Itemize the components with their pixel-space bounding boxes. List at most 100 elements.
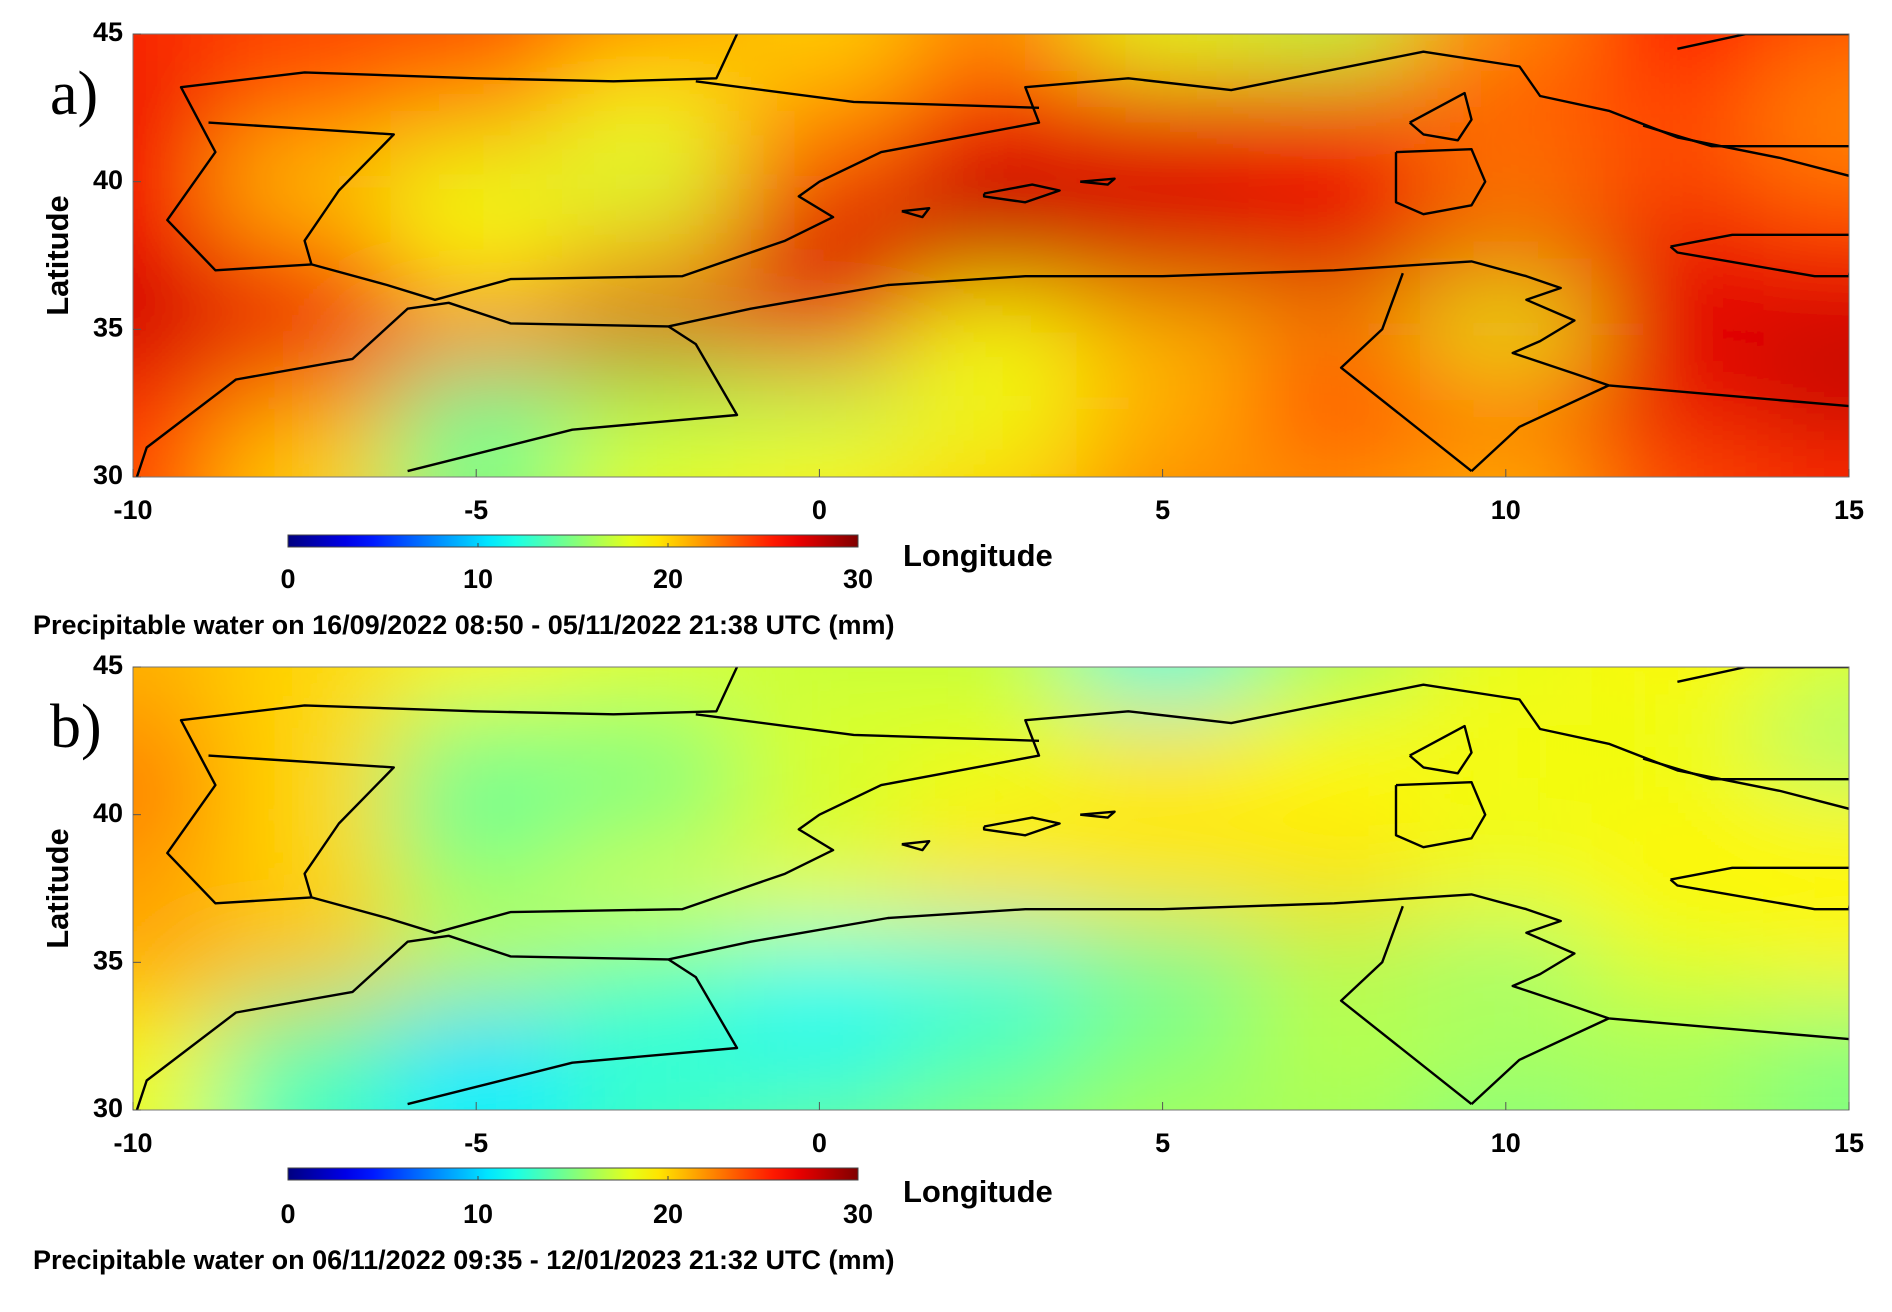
cell	[1248, 777, 1420, 852]
coastline	[208, 121, 395, 265]
cell	[1248, 34, 1420, 71]
cell	[218, 667, 391, 704]
cell	[1591, 34, 1764, 71]
coastline	[166, 667, 1849, 934]
cell	[1591, 144, 1764, 219]
cell	[133, 70, 219, 145]
x-axis-label: Longitude	[903, 538, 1053, 573]
cell	[1076, 925, 1249, 1000]
coastline	[695, 713, 1040, 742]
cell	[390, 999, 562, 1074]
cell	[390, 777, 562, 852]
y-tick-label: 45	[93, 650, 123, 680]
y-tick-label: 30	[93, 460, 123, 490]
cell	[905, 777, 1077, 852]
panel-label: b)	[50, 693, 102, 761]
cell	[905, 999, 1077, 1074]
cell	[562, 144, 734, 219]
cell	[1248, 851, 1420, 926]
cell	[218, 292, 391, 367]
panel: -10 -5 0 5 10 15 30 35 40 45 a) Latitude Longitude 0 1…	[33, 17, 1864, 640]
coastline	[1669, 233, 1849, 278]
x-tick-label: 10	[1491, 495, 1521, 525]
cell	[1420, 292, 1592, 367]
field-cells	[133, 667, 1849, 1110]
cell	[905, 292, 1077, 367]
cell	[733, 34, 906, 71]
cell	[733, 925, 906, 1000]
cell	[1076, 144, 1249, 219]
cell	[218, 1073, 391, 1110]
cell	[1076, 777, 1249, 852]
cell	[1763, 292, 1849, 367]
y-tick-label: 35	[93, 945, 123, 975]
coastline	[1080, 810, 1116, 819]
cell	[218, 851, 391, 926]
cell	[1763, 70, 1849, 145]
coastline	[1394, 148, 1487, 216]
cell	[1248, 703, 1420, 778]
cell	[1420, 366, 1592, 441]
cell	[218, 925, 391, 1000]
cell	[390, 218, 562, 293]
coastline	[901, 207, 931, 219]
cell	[1591, 851, 1764, 926]
cell	[1763, 777, 1849, 852]
cell	[562, 218, 734, 293]
cell	[133, 667, 219, 704]
colorbar-label: Precipitable water on 16/09/2022 08:50 -…	[33, 610, 894, 640]
cell	[733, 851, 906, 926]
cell	[562, 925, 734, 1000]
cell	[1248, 292, 1420, 367]
coastline	[1470, 384, 1610, 472]
coastline	[166, 34, 1849, 301]
coastline	[901, 840, 931, 852]
x-tick-label: 15	[1834, 495, 1864, 525]
y-axis-label: Latitude	[40, 828, 75, 949]
cell	[562, 34, 734, 71]
colorbar-tick-label: 30	[843, 564, 873, 594]
y-tick-label: 40	[93, 798, 123, 828]
x-tick-label: 10	[1491, 1128, 1521, 1158]
y-tick-label: 40	[93, 165, 123, 195]
cell	[1420, 777, 1592, 852]
cell	[1763, 667, 1849, 704]
cell	[1763, 440, 1849, 477]
coastline	[982, 183, 1061, 204]
cell	[1591, 218, 1764, 293]
cell	[1420, 144, 1592, 219]
cell	[1420, 218, 1592, 293]
cell	[1248, 218, 1420, 293]
cell	[1591, 366, 1764, 441]
cell	[133, 366, 219, 441]
coastlines	[135, 667, 1849, 1110]
cell	[133, 703, 219, 778]
cell	[1763, 34, 1849, 71]
cell	[390, 667, 562, 704]
panel: -10 -5 0 5 10 15 30 35 40 45 b) Latitude Longitude 0 1…	[33, 650, 1864, 1275]
x-tick-label: -5	[464, 1128, 488, 1158]
coastline	[1677, 667, 1849, 683]
coastlines	[135, 34, 1849, 477]
cell	[1248, 667, 1420, 704]
cell	[562, 667, 734, 704]
cell	[218, 218, 391, 293]
cell	[1248, 440, 1420, 477]
cell	[733, 366, 906, 441]
cell	[905, 218, 1077, 293]
cell	[1591, 70, 1764, 145]
plot-frame	[132, 33, 1850, 478]
cell	[133, 218, 219, 293]
colorbar-tick-label: 20	[653, 564, 683, 594]
cell	[1420, 667, 1592, 704]
coastline	[208, 754, 395, 898]
plot-frame	[132, 666, 1850, 1111]
coastline	[407, 958, 739, 1106]
coastline	[1642, 757, 1849, 781]
cell	[1420, 703, 1592, 778]
cell	[1763, 218, 1849, 293]
cell	[1248, 999, 1420, 1074]
cell	[733, 667, 906, 704]
cell	[133, 999, 219, 1074]
